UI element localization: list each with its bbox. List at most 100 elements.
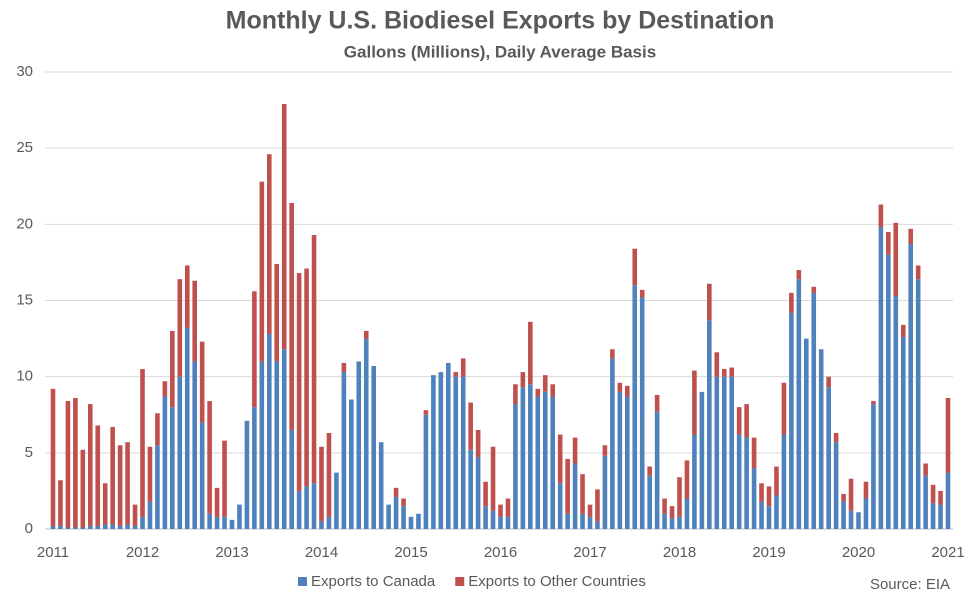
bar-segment	[535, 388, 541, 397]
bar-segment	[923, 475, 928, 529]
bar-segment	[401, 498, 406, 507]
bar-segment	[214, 487, 220, 517]
bar-segment	[184, 265, 190, 328]
bar-segment	[184, 327, 190, 529]
bar-segment	[162, 396, 168, 529]
x-tick-label: 2015	[394, 544, 427, 561]
bar-segment	[371, 366, 377, 529]
legend-swatch	[455, 577, 465, 586]
bar-segment	[475, 457, 481, 529]
bar-segment	[751, 437, 757, 469]
bar-segment	[490, 510, 496, 529]
x-tick-label: 2020	[842, 544, 875, 561]
bar-segment	[177, 279, 183, 377]
bar-segment	[572, 463, 578, 529]
bar-segment	[789, 292, 794, 313]
bar-segment	[117, 445, 123, 526]
bar-segment	[923, 463, 928, 476]
bar-segment	[587, 504, 593, 517]
x-tick-label: 2016	[484, 544, 517, 561]
bar-segment	[296, 490, 302, 529]
bar-segment	[639, 289, 645, 298]
bar-segment	[632, 248, 638, 286]
bar-segment	[878, 204, 884, 228]
y-tick-label: 30	[16, 63, 33, 80]
bar-segment	[803, 338, 809, 529]
bar-segment	[721, 376, 727, 529]
x-tick-label: 2014	[305, 544, 338, 561]
bar-segment	[796, 279, 802, 529]
bar-segment	[244, 420, 250, 529]
bar-segment	[774, 466, 779, 496]
bar-segment	[65, 401, 71, 528]
bar-segment	[110, 426, 115, 525]
bar-segment	[632, 285, 638, 529]
bar-segment	[595, 489, 600, 522]
bar-segment	[326, 516, 332, 529]
bar-segment	[319, 521, 324, 529]
bar-segment	[759, 501, 764, 529]
bar-segment	[311, 234, 317, 484]
bar-segment	[617, 391, 623, 529]
bar-segment	[87, 525, 93, 529]
bar-segment	[945, 397, 951, 473]
bar-segment	[162, 381, 168, 397]
bar-segment	[326, 433, 332, 517]
bar-segment	[229, 519, 235, 529]
bar-segment	[453, 372, 459, 377]
bar-segment	[192, 280, 198, 362]
bar-segment	[117, 525, 123, 529]
bar-segment	[58, 525, 63, 529]
bar-segment	[565, 458, 570, 514]
bar-segment	[811, 286, 817, 293]
bar-segment	[80, 449, 86, 528]
bar-segment	[170, 330, 175, 408]
bar-segment	[908, 244, 914, 530]
bar-segment	[289, 429, 294, 529]
bar-segment	[199, 422, 205, 529]
bar-segment	[833, 433, 839, 443]
bar-segment	[58, 480, 63, 526]
y-tick-label: 20	[16, 215, 33, 232]
bar-segment	[707, 320, 712, 529]
bar-segment	[595, 521, 600, 529]
bar-segment	[528, 384, 533, 529]
bar-segment	[155, 445, 160, 529]
bar-segment	[252, 407, 257, 529]
bar-segment	[363, 338, 369, 529]
bar-segment	[431, 375, 436, 529]
bar-segment	[856, 512, 861, 529]
bar-segment	[155, 413, 160, 446]
bar-segment	[930, 484, 936, 504]
bar-segment	[900, 337, 906, 529]
x-tick-label: 2021	[931, 544, 964, 561]
y-tick-label: 0	[25, 520, 33, 537]
bar-segment	[781, 434, 787, 529]
bar-segment	[930, 503, 936, 529]
bar-segment	[460, 358, 466, 377]
bar-segment	[468, 449, 473, 529]
bar-segment	[841, 493, 846, 502]
bar-segment	[423, 410, 429, 415]
bar-segment	[639, 297, 645, 529]
bar-segment	[602, 455, 608, 529]
bar-segment	[736, 434, 742, 529]
bar-segment	[871, 404, 876, 529]
bar-segment	[684, 460, 690, 499]
bar-segment	[617, 382, 623, 392]
bar-segment	[587, 516, 593, 529]
bar-segment	[677, 516, 682, 529]
bar-segment	[363, 330, 369, 339]
x-tick-label: 2011	[37, 544, 69, 561]
bar-segment	[170, 407, 175, 529]
bar-segment	[624, 396, 630, 529]
bar-segment	[647, 475, 652, 529]
bar-segment	[416, 513, 421, 529]
bar-segment	[654, 394, 660, 412]
x-tick-label: 2018	[663, 544, 696, 561]
bar-segment	[177, 376, 183, 529]
bar-segment	[654, 411, 660, 529]
bar-segment	[50, 525, 56, 529]
bar-segment	[334, 472, 339, 529]
bar-segment	[610, 349, 615, 359]
